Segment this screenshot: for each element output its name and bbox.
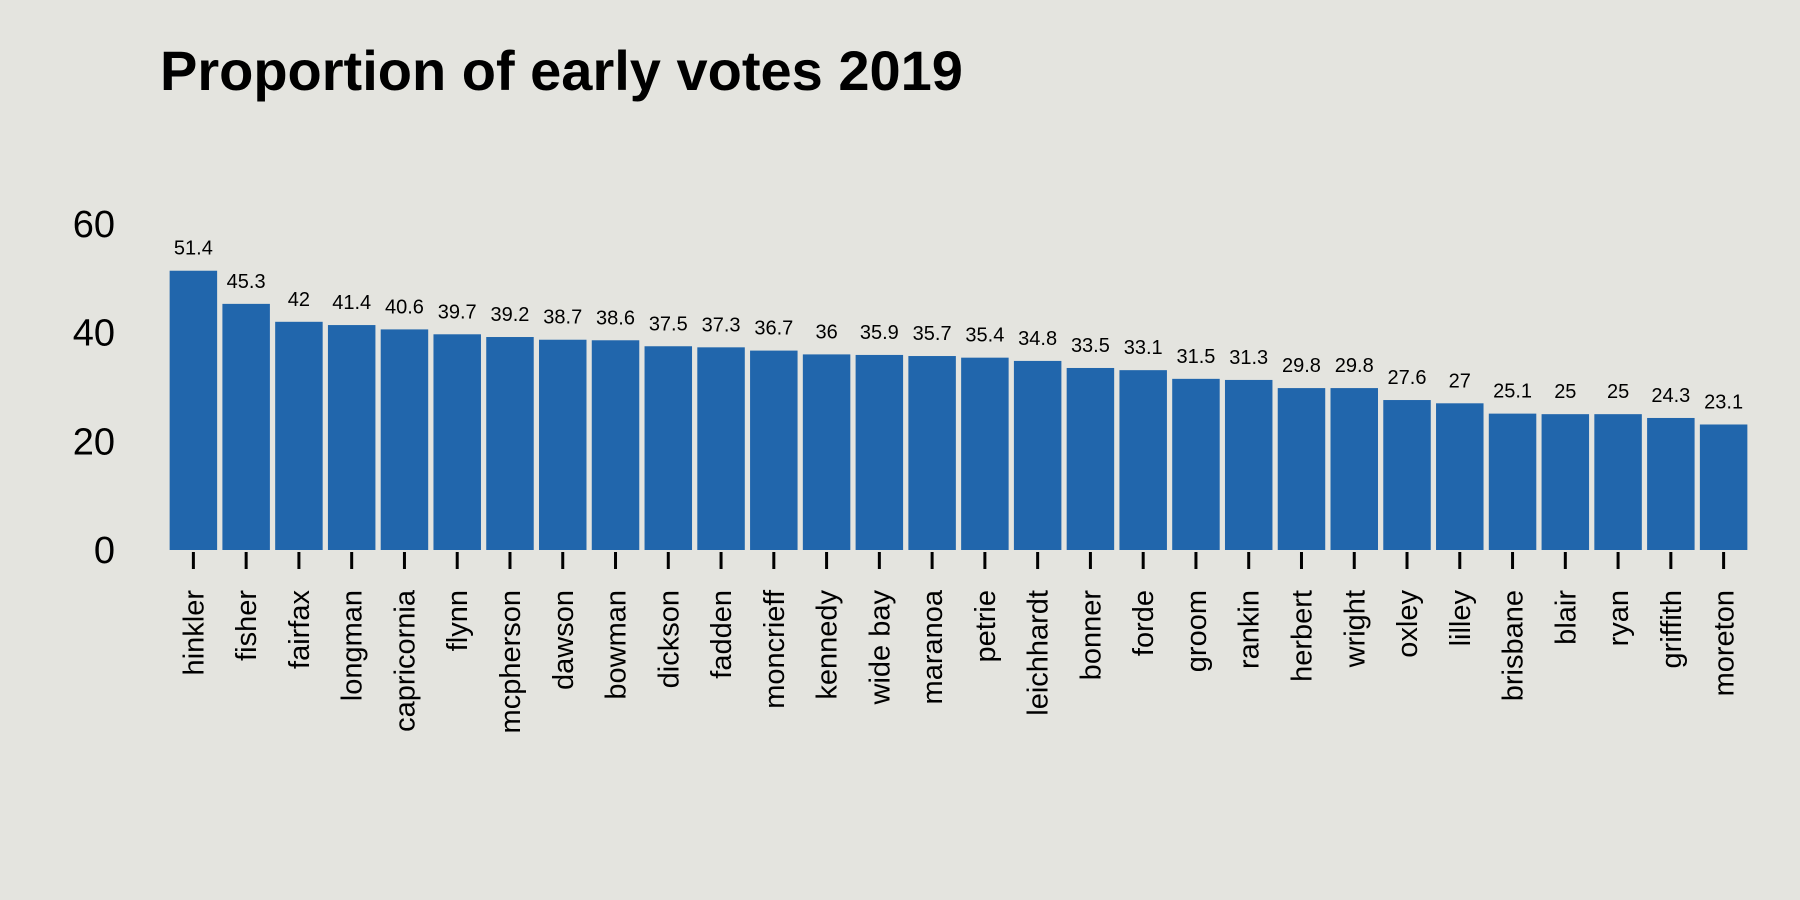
bar [222,303,270,550]
x-tick-label: ryan [1603,590,1635,646]
bar [1488,413,1537,550]
bar [1594,414,1642,550]
x-tick-label: fairfax [284,590,316,669]
data-label: 45.3 [227,271,266,293]
bar [275,321,323,550]
x-tick-label: longman [337,590,369,701]
data-label: 39.7 [438,301,477,323]
data-label: 37.3 [702,314,741,336]
x-tick-label: bonner [1075,590,1107,681]
data-label: 25.1 [1493,381,1532,403]
data-label: 34.8 [1018,328,1057,350]
bar [433,334,481,550]
x-tick-label: blair [1550,590,1582,645]
x-tick-label: groom [1181,590,1213,672]
x-tick-label: forde [1128,590,1160,656]
y-tick-label: 60 [73,204,115,246]
x-tick-label: herbert [1286,590,1318,682]
data-label: 27.6 [1388,367,1427,389]
data-label: 25 [1607,381,1629,403]
bar [750,350,798,550]
y-tick-label: 0 [94,530,115,572]
bar [644,346,693,550]
x-tick-label: capricornia [389,589,421,732]
x-tick-label: brisbane [1498,590,1530,701]
x-tick-label: griffith [1656,590,1688,668]
x-tick-label: kennedy [812,590,844,700]
bar [1066,367,1115,550]
data-label: 42 [288,289,310,311]
data-label: 41.4 [332,292,371,314]
bar [908,356,956,550]
data-label: 31.5 [1176,346,1215,368]
data-label: 29.8 [1282,355,1321,377]
bar [539,339,587,550]
bar [169,270,218,550]
x-tick-label: wide bay [864,590,896,706]
bar [961,357,1009,550]
data-label: 24.3 [1651,385,1690,407]
bar [697,347,745,550]
x-tick-label: dawson [548,590,580,690]
x-tick-label: bowman [601,590,633,700]
bar [1172,378,1220,550]
data-label: 31.3 [1229,347,1268,369]
x-tick-label: oxley [1392,590,1424,658]
data-label: 25 [1554,381,1576,403]
data-label: 51.4 [174,238,213,260]
x-tick-label: rankin [1234,590,1266,669]
data-label: 35.9 [860,322,899,344]
x-tick-label: dickson [653,590,685,688]
bar [1330,388,1378,550]
bar [1277,388,1326,550]
bar [327,325,376,550]
data-label: 35.4 [965,325,1004,347]
data-label: 39.2 [491,304,530,326]
bar [1541,414,1590,550]
bar [1224,379,1273,550]
x-tick-label: mcpherson [495,590,527,733]
x-tick-label: hinkler [178,590,210,676]
data-label: 38.7 [543,307,582,329]
data-label: 27 [1449,370,1471,392]
data-label: 36.7 [754,318,793,340]
x-tick-label: wright [1339,590,1371,668]
data-label: 40.6 [385,296,424,318]
x-tick-label: petrie [970,590,1002,663]
x-tick-label: moreton [1709,590,1741,696]
data-label: 23.1 [1704,391,1743,413]
bar [802,354,851,550]
bar [1647,417,1695,550]
chart-title: Proportion of early votes 2019 [160,39,963,102]
x-tick-label: fadden [706,590,738,679]
data-label: 33.5 [1071,335,1110,357]
data-label: 36 [815,321,837,343]
bar [380,329,429,550]
x-tick-label: moncrieff [759,589,791,709]
bar [591,340,640,550]
x-tick-label: flynn [442,590,474,651]
y-tick-label: 40 [73,313,115,355]
x-tick-label: lilley [1445,590,1477,647]
data-label: 29.8 [1335,355,1374,377]
bar [486,337,534,550]
data-label: 38.6 [596,307,635,329]
x-tick-label: fisher [231,590,263,661]
data-label: 35.7 [913,323,952,345]
bar [855,354,904,550]
bar [1013,360,1062,550]
y-tick-label: 20 [73,421,115,463]
data-label: 33.1 [1124,337,1163,359]
bar [1119,370,1167,550]
x-tick-label: maranoa [917,589,949,704]
bar [1699,424,1748,550]
bar [1436,403,1484,550]
x-tick-label: leichhardt [1023,590,1055,716]
bar [1383,400,1431,550]
data-label: 37.5 [649,313,688,335]
